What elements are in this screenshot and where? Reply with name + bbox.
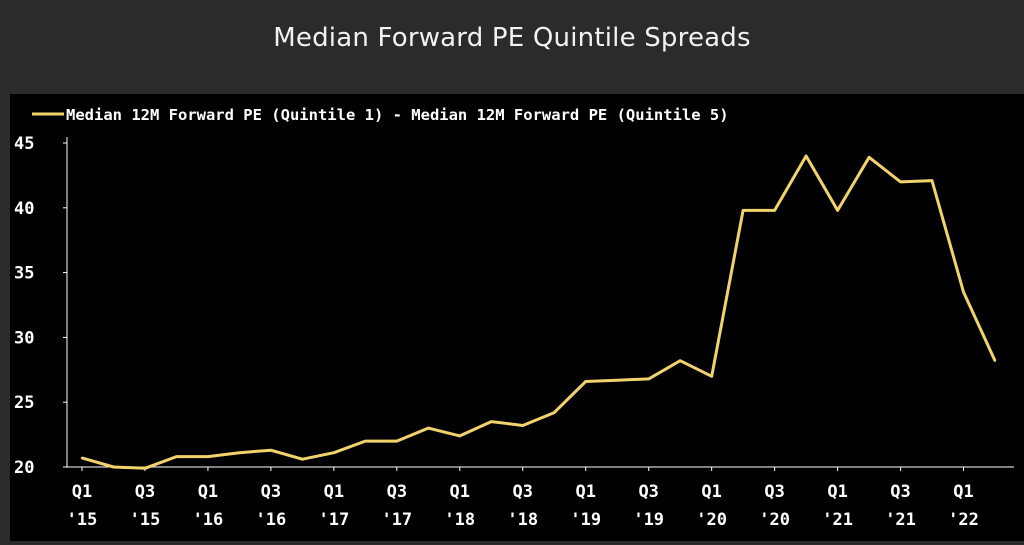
data-point — [899, 180, 902, 184]
x-tick-label-year: '19 — [633, 510, 664, 530]
data-point — [175, 455, 178, 458]
x-tick-label-year: '21 — [885, 510, 916, 530]
x-tick-label-quarter: Q1 — [324, 482, 344, 502]
x-tick-label-quarter: Q1 — [72, 482, 92, 502]
y-tick-label: 40 — [14, 199, 34, 219]
data-point — [80, 456, 84, 460]
data-point — [741, 209, 745, 212]
data-point — [647, 377, 650, 381]
data-point — [678, 359, 682, 362]
x-tick-label-year: '16 — [193, 510, 224, 530]
x-tick-label-quarter: Q3 — [261, 482, 281, 502]
data-point — [962, 290, 965, 294]
y-tick-label: 45 — [14, 134, 34, 154]
data-point — [553, 411, 556, 414]
data-point — [301, 458, 304, 461]
line-chart: Median 12M Forward PE (Quintile 1) - Med… — [14, 106, 1014, 530]
chart-panel: Median 12M Forward PE (Quintile 1) - Med… — [10, 94, 1024, 541]
x-tick-label-year: '15 — [67, 510, 98, 530]
x-tick-label-quarter: Q3 — [764, 482, 784, 502]
data-point — [584, 380, 587, 383]
data-point — [993, 359, 997, 362]
data-point — [804, 154, 808, 158]
y-tick-label: 20 — [14, 458, 34, 478]
data-point — [458, 434, 461, 438]
y-tick-label: 35 — [14, 264, 34, 284]
data-point — [836, 209, 839, 212]
data-point — [143, 467, 147, 470]
data-point — [521, 424, 524, 427]
data-point — [206, 455, 210, 458]
series-points — [80, 154, 997, 470]
chart-title: Median Forward PE Quintile Spreads — [273, 23, 751, 53]
data-point — [710, 375, 713, 378]
x-tick-label-year: '16 — [256, 510, 287, 530]
axes — [66, 137, 1014, 468]
data-point — [490, 420, 493, 423]
x-tick-label-quarter: Q3 — [387, 482, 407, 502]
data-point — [427, 426, 430, 430]
data-point — [332, 451, 336, 454]
x-tick-label-quarter: Q3 — [135, 482, 155, 502]
data-point — [364, 439, 367, 443]
x-tick-label-year: '15 — [130, 510, 161, 530]
x-tick-label-year: '20 — [696, 510, 727, 530]
y-tick-label: 30 — [14, 328, 34, 348]
x-tick-label-quarter: Q1 — [953, 482, 973, 502]
legend: Median 12M Forward PE (Quintile 1) - Med… — [32, 106, 729, 124]
x-tick-label-quarter: Q1 — [827, 482, 847, 502]
y-axis-ticks: 20 25 30 35 40 45 — [14, 134, 67, 478]
chart-header: Median Forward PE Quintile Spreads — [0, 0, 1024, 76]
x-tick-label-year: '18 — [444, 510, 475, 530]
x-axis-ticks: Q1 '15 Q3 '15 Q1 '16 Q3 '16 Q1 '17 Q3 '17 Q1 '18 Q3 '18… — [67, 467, 979, 530]
x-tick-label-quarter: Q1 — [450, 482, 470, 502]
data-point — [112, 465, 115, 469]
data-point — [616, 378, 619, 382]
x-tick-label-quarter: Q3 — [513, 482, 533, 502]
x-tick-label-quarter: Q3 — [638, 482, 658, 502]
data-point — [867, 156, 871, 159]
x-tick-label-year: '18 — [507, 510, 538, 530]
legend-label: Median 12M Forward PE (Quintile 1) - Med… — [66, 106, 729, 124]
x-tick-label-year: '17 — [319, 510, 350, 530]
x-tick-label-quarter: Q3 — [890, 482, 910, 502]
data-point — [269, 448, 273, 452]
x-tick-label-quarter: Q1 — [575, 482, 595, 502]
data-point — [238, 451, 241, 454]
x-tick-label-year: '17 — [381, 510, 412, 530]
x-tick-label-quarter: Q1 — [701, 482, 721, 502]
data-point — [773, 209, 776, 212]
x-tick-label-year: '20 — [759, 510, 790, 530]
x-tick-label-year: '21 — [822, 510, 853, 530]
data-point — [930, 179, 934, 182]
x-tick-label-year: '19 — [570, 510, 601, 530]
y-tick-label: 25 — [14, 393, 34, 413]
series-line — [81, 154, 997, 470]
x-tick-label-year: '22 — [948, 510, 979, 530]
data-point — [395, 439, 399, 443]
x-tick-label-quarter: Q1 — [198, 482, 218, 502]
